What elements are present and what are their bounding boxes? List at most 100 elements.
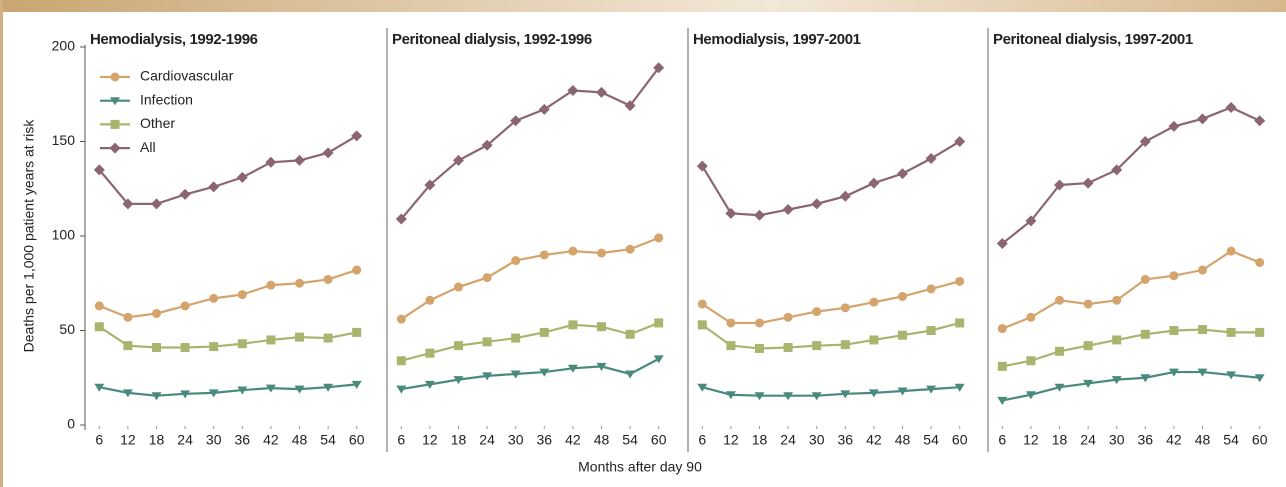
marker [725, 391, 736, 400]
x-tick-label: 48 [594, 432, 610, 448]
marker [567, 364, 578, 373]
marker [539, 327, 549, 337]
marker [180, 301, 190, 311]
marker [152, 343, 161, 353]
x-tick-label: 54 [1223, 432, 1239, 448]
marker [323, 274, 333, 284]
marker [955, 318, 965, 328]
x-tick-label: 12 [422, 432, 438, 448]
marker [510, 370, 521, 379]
x-tick-label: 18 [752, 432, 768, 448]
marker [1083, 299, 1093, 309]
marker [1197, 368, 1208, 377]
x-tick-label: 30 [1109, 432, 1125, 448]
marker [1254, 374, 1265, 383]
marker [1055, 295, 1064, 305]
marker [122, 389, 133, 398]
marker [840, 303, 850, 313]
marker [209, 342, 219, 352]
marker [897, 387, 908, 396]
marker [482, 273, 492, 283]
marker [697, 299, 707, 309]
marker [294, 154, 305, 166]
legend-label: Cardiovascular [140, 68, 234, 84]
marker [868, 389, 879, 398]
marker [152, 308, 161, 318]
marker [208, 389, 219, 398]
marker [783, 312, 793, 322]
marker [726, 318, 736, 328]
y-tick-label: 50 [59, 321, 75, 337]
marker [1140, 329, 1150, 339]
x-tick-label: 42 [1166, 432, 1182, 448]
marker [868, 177, 880, 189]
marker [1139, 136, 1151, 147]
x-tick-label: 60 [349, 432, 365, 448]
series-line [400, 236, 660, 321]
marker [1082, 177, 1094, 189]
marker [955, 276, 965, 286]
marker [898, 291, 907, 301]
marker [424, 380, 435, 389]
x-tick-label: 54 [622, 432, 638, 448]
marker [869, 297, 879, 307]
marker [783, 392, 794, 401]
marker [1255, 257, 1265, 267]
x-tick-label: 42 [866, 432, 882, 448]
marker [1112, 295, 1122, 305]
marker [653, 62, 665, 74]
marker [811, 392, 822, 401]
marker [1226, 246, 1236, 256]
marker [1026, 312, 1036, 322]
marker [897, 168, 908, 180]
marker [926, 385, 937, 394]
x-tick-label: 36 [1138, 432, 1154, 448]
marker [454, 341, 463, 351]
x-tick-label: 24 [780, 432, 796, 448]
series-line [400, 67, 660, 220]
marker [323, 383, 334, 392]
marker [510, 115, 522, 127]
x-axis-label: Months after day 90 [578, 459, 702, 475]
marker [1083, 379, 1094, 388]
x-tick-label: 48 [292, 432, 308, 448]
marker [237, 339, 247, 349]
x-tick-label: 30 [206, 432, 222, 448]
marker [94, 322, 104, 332]
marker [726, 341, 736, 351]
series-line [98, 268, 358, 319]
marker [482, 372, 493, 381]
marker [782, 204, 794, 216]
marker [352, 265, 362, 275]
marker [925, 153, 937, 165]
marker [997, 396, 1008, 405]
marker [396, 385, 407, 394]
marker [1112, 335, 1122, 345]
marker [696, 160, 708, 172]
y-axis-label: Deaths per 1,000 patient years at risk [21, 119, 37, 353]
legend-label: Other [140, 115, 175, 131]
x-tick-label: 36 [838, 432, 854, 448]
marker [840, 390, 851, 399]
marker [596, 86, 607, 98]
header-band [0, 0, 1286, 12]
panel-title: Hemodialysis, 1997-2001 [693, 31, 861, 48]
marker [123, 312, 133, 322]
marker [425, 348, 435, 358]
series-line [99, 383, 357, 397]
marker [597, 248, 606, 258]
marker [294, 385, 305, 394]
marker [811, 198, 823, 210]
marker [624, 100, 636, 112]
x-tick-label: 18 [149, 432, 165, 448]
marker [568, 320, 578, 330]
marker [1025, 215, 1037, 227]
marker [697, 383, 708, 392]
marker [1225, 101, 1237, 113]
x-tick-label: 6 [95, 432, 103, 448]
x-tick-label: 12 [723, 432, 739, 448]
marker [93, 164, 105, 176]
marker [567, 84, 579, 96]
marker [898, 330, 907, 340]
marker [653, 355, 664, 364]
